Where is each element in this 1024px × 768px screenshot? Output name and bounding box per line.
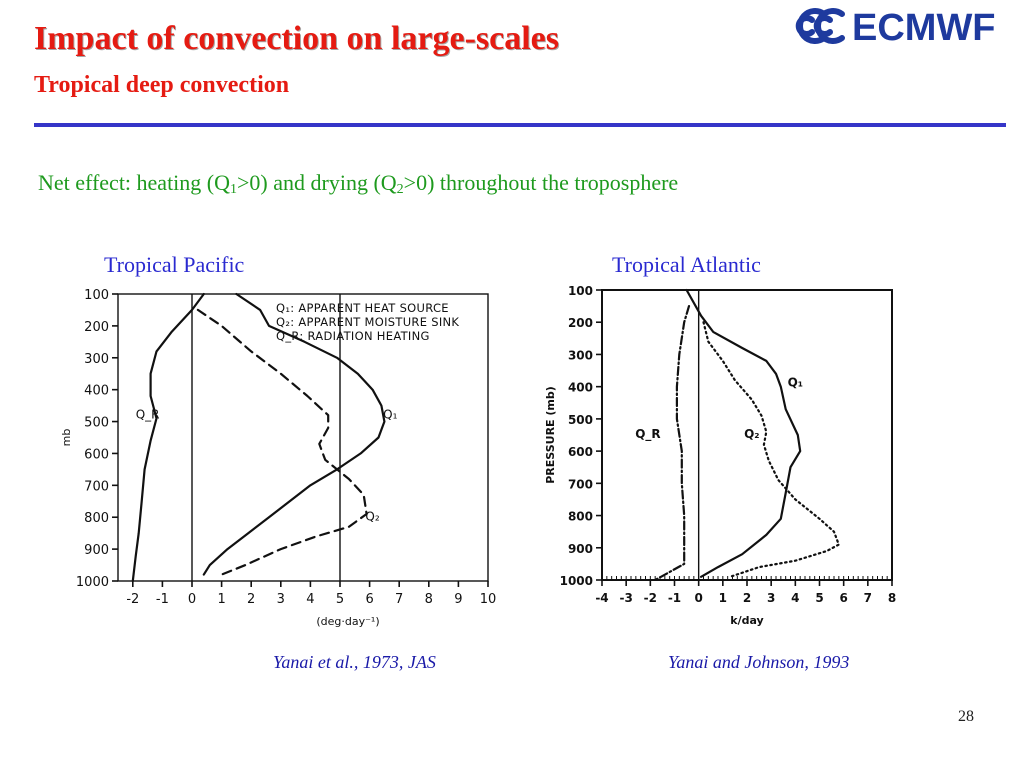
x-tick-label: -2 <box>126 592 139 607</box>
x-tick-label: 8 <box>888 591 896 605</box>
x-tick-label: 6 <box>839 591 847 605</box>
x-tick-label: 4 <box>306 592 314 607</box>
panel-title-pacific: Tropical Pacific <box>104 252 245 277</box>
x-tick-label: 0 <box>694 591 702 605</box>
y-tick-label: 500 <box>84 416 109 431</box>
series-line-qr <box>654 305 691 582</box>
x-tick-label: -3 <box>619 591 632 605</box>
x-tick-label: 10 <box>480 592 497 607</box>
x-tick-label: -1 <box>156 592 169 607</box>
series-label: Q₁ <box>383 407 397 421</box>
y-tick-label: 600 <box>84 447 109 462</box>
series-line-q2 <box>702 321 840 578</box>
citation-atlantic: Yanai and Johnson, 1993 <box>668 652 850 672</box>
slide-number: 28 <box>958 708 974 725</box>
x-tick-label: -2 <box>644 591 657 605</box>
x-tick-label: 7 <box>864 591 872 605</box>
x-tick-label: 9 <box>454 592 462 607</box>
x-axis-label: (deg·day⁻¹) <box>316 615 379 628</box>
x-tick-label: 6 <box>365 592 373 607</box>
y-tick-label: 1000 <box>76 575 109 590</box>
x-tick-label: 1 <box>217 592 225 607</box>
y-axis-label: mb <box>60 429 73 447</box>
x-tick-label: -4 <box>595 591 608 605</box>
panel-title-atlantic: Tropical Atlantic <box>612 252 761 277</box>
y-tick-label: 100 <box>568 284 593 298</box>
series-label: Q_R <box>136 407 160 421</box>
plot-frame <box>117 293 489 582</box>
series-label: Q₁ <box>788 376 803 390</box>
y-tick-label: 300 <box>84 352 109 367</box>
series-line-q2 <box>196 308 368 576</box>
legend-entry: Q_R: RADIATION HEATING <box>276 329 430 343</box>
y-tick-label: 900 <box>568 542 593 556</box>
citation-pacific: Yanai et al., 1973, JAS <box>273 652 436 672</box>
legend-entry: Q₁: APPARENT HEAT SOURCE <box>276 301 449 315</box>
x-tick-label: 4 <box>791 591 799 605</box>
y-tick-label: 200 <box>568 316 593 330</box>
y-tick-label: 700 <box>84 479 109 494</box>
x-tick-label: 5 <box>336 592 344 607</box>
title-divider <box>34 123 1006 127</box>
net-effect-statement: Net effect: heating (Q1>0) and drying (Q… <box>38 170 679 197</box>
x-tick-label: 5 <box>815 591 823 605</box>
series-label: Q₂ <box>365 509 379 523</box>
series-line-q1 <box>685 288 802 578</box>
series-label: Q_R <box>635 427 660 442</box>
x-tick-label: 2 <box>247 592 255 607</box>
y-tick-label: 400 <box>568 381 593 395</box>
y-tick-label: 200 <box>84 320 109 335</box>
x-tick-label: 0 <box>188 592 196 607</box>
y-tick-label: 100 <box>84 288 109 303</box>
series-line-qr <box>131 292 205 583</box>
x-tick-label: 3 <box>277 592 285 607</box>
series-label: Q₂ <box>744 427 759 441</box>
x-tick-label: 8 <box>425 592 433 607</box>
y-tick-label: 800 <box>84 511 109 526</box>
y-axis-label: PRESSURE (mb) <box>544 386 557 484</box>
slide-subtitle: Tropical deep convection <box>34 72 290 98</box>
chart-tropical-pacific: 100 200 300 400 500 600 700 800 900 1000 -2 -1 0 1 2 3 4… <box>60 288 497 628</box>
y-tick-label: 600 <box>568 445 593 459</box>
x-tick-label: -1 <box>668 591 681 605</box>
y-tick-label: 900 <box>84 543 109 558</box>
y-tick-label: 300 <box>568 348 593 362</box>
x-tick-label: 1 <box>719 591 727 605</box>
chart-tropical-atlantic: 100 200 300 400 500 600 700 800 900 1000-4 -3 -2 -1 0… <box>544 284 896 627</box>
legend-entry: Q₂: APPARENT MOISTURE SINK <box>276 315 459 329</box>
series-line-q1 <box>202 292 386 576</box>
ecmwf-logo-mark <box>795 8 845 44</box>
y-tick-label: 400 <box>84 384 109 399</box>
slide-title: Impact of convection on large-scales <box>34 20 560 57</box>
x-tick-label: 3 <box>767 591 775 605</box>
x-tick-label: 7 <box>395 592 403 607</box>
x-axis-label: k/day <box>730 614 763 627</box>
ecmwf-logo-text: ECMWF <box>852 7 996 49</box>
x-tick-label: 2 <box>743 591 751 605</box>
y-tick-label: 500 <box>568 413 593 427</box>
y-tick-label: 700 <box>568 477 593 491</box>
y-tick-label: 800 <box>568 510 593 524</box>
ecmwf-logo: ECMWF <box>795 7 996 49</box>
y-tick-label: 1000 <box>560 574 593 588</box>
